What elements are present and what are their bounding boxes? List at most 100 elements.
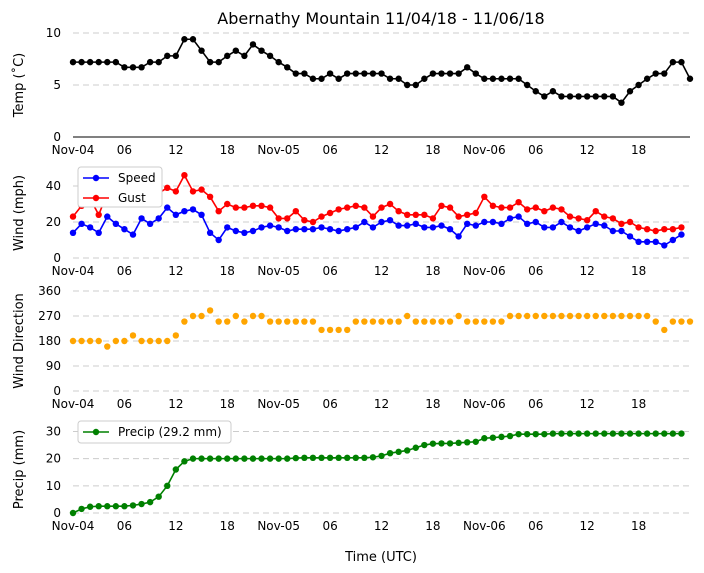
data-point — [489, 218, 497, 226]
data-point — [652, 430, 659, 437]
data-point — [549, 204, 557, 211]
legend-label: Speed — [118, 171, 156, 185]
data-point — [378, 452, 385, 460]
data-point — [275, 318, 282, 325]
data-point — [129, 332, 137, 339]
data-point — [95, 337, 102, 345]
data-point — [86, 503, 94, 510]
data-point — [258, 224, 265, 231]
data-point — [189, 455, 197, 462]
y-tick-label: 90 — [46, 359, 61, 373]
data-point — [678, 224, 685, 231]
y-tick-label: 10 — [46, 26, 61, 40]
legend-precip: Precip (29.2 mm) — [77, 420, 232, 444]
y-tick-label: 5 — [53, 78, 61, 92]
data-point — [446, 226, 454, 233]
y-tick-label: 20 — [46, 215, 61, 229]
data-point — [275, 215, 282, 222]
data-point — [181, 318, 188, 325]
x-tick-label: 18 — [220, 519, 235, 533]
data-point — [86, 224, 94, 231]
data-point — [284, 318, 291, 325]
data-point — [69, 58, 77, 66]
data-point — [609, 215, 617, 222]
data-point — [104, 58, 111, 66]
data-point — [506, 75, 514, 82]
data-point — [583, 430, 591, 437]
series-line-gust — [72, 173, 682, 232]
x-tick-label: 06 — [117, 397, 132, 411]
data-point — [266, 318, 274, 325]
data-point — [652, 318, 659, 325]
data-point — [669, 318, 677, 325]
data-point — [523, 206, 531, 213]
data-point — [309, 454, 317, 462]
data-point — [643, 75, 651, 82]
data-point — [292, 208, 300, 215]
data-point — [669, 236, 677, 244]
x-tick-label: 06 — [117, 264, 132, 278]
data-point — [95, 503, 102, 510]
data-point — [652, 238, 659, 245]
data-point — [489, 434, 497, 441]
data-point — [643, 430, 651, 437]
legend-wind: Speed Gust — [77, 166, 163, 208]
data-point — [369, 213, 377, 220]
y-axis-label: Precip (mm) — [12, 430, 27, 509]
data-point — [592, 430, 599, 437]
data-point — [258, 312, 265, 320]
data-point — [686, 318, 694, 325]
data-point — [198, 211, 205, 218]
x-tick-label: 12 — [580, 264, 595, 278]
data-point — [241, 455, 248, 462]
data-point — [549, 224, 557, 231]
y-tick-label: 360 — [38, 284, 61, 298]
data-point — [404, 211, 411, 218]
data-point — [429, 215, 437, 222]
y-tick-label: 40 — [46, 179, 61, 193]
x-tick-label: 12 — [374, 519, 389, 533]
data-point — [472, 222, 479, 229]
data-point — [292, 70, 300, 77]
data-point — [566, 93, 574, 100]
data-point — [498, 318, 505, 325]
data-point — [421, 211, 428, 218]
data-point — [181, 458, 188, 465]
data-point — [515, 213, 522, 220]
data-point — [155, 337, 162, 345]
data-point — [172, 332, 180, 339]
data-point — [429, 318, 437, 325]
data-point — [369, 318, 377, 325]
data-point — [618, 99, 625, 106]
data-point — [378, 218, 385, 226]
data-point — [146, 498, 154, 506]
x-tick-label: 18 — [425, 143, 440, 157]
data-point — [146, 337, 154, 345]
x-tick-label: Nov-04 — [52, 519, 95, 533]
data-point — [369, 70, 377, 77]
data-point — [549, 312, 557, 320]
x-tick-label: 18 — [220, 264, 235, 278]
data-point — [404, 312, 411, 320]
x-tick-label: 18 — [220, 397, 235, 411]
data-point — [541, 208, 548, 215]
x-tick-label: 12 — [374, 143, 389, 157]
data-point — [258, 47, 265, 54]
data-point — [164, 52, 171, 60]
data-point — [361, 318, 368, 325]
data-point — [292, 226, 300, 233]
data-point — [412, 444, 419, 451]
data-point — [301, 318, 308, 325]
x-tick-label: Nov-06 — [463, 519, 506, 533]
data-point — [583, 93, 591, 100]
data-point — [284, 455, 291, 462]
data-point — [318, 454, 325, 462]
data-point — [592, 312, 599, 320]
data-point — [206, 307, 214, 314]
data-point — [309, 226, 317, 233]
x-tick-label: 06 — [117, 519, 132, 533]
data-point — [601, 93, 608, 100]
data-point — [463, 64, 471, 71]
data-point — [352, 318, 359, 325]
x-tick-label: 18 — [220, 143, 235, 157]
